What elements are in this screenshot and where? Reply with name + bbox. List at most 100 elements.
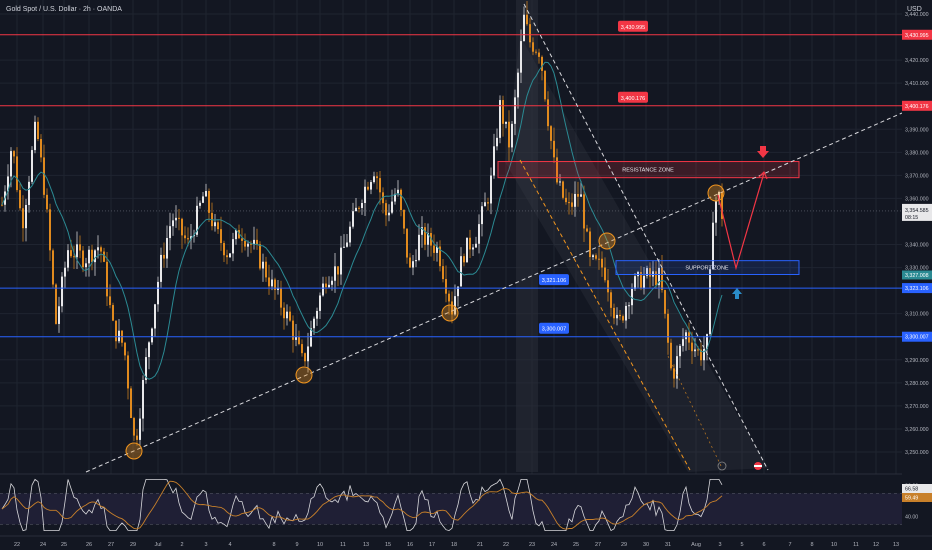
rsi-ma-line	[1, 480, 723, 530]
candle-51	[154, 303, 156, 337]
candle-body-71	[214, 222, 216, 227]
candle-125	[376, 171, 378, 190]
candle-19	[58, 296, 60, 333]
candle-body-173	[520, 41, 522, 73]
resistance-zone-label: RESISTANCE ZONE	[622, 168, 674, 174]
time-tick-2: 25	[61, 542, 67, 548]
time-tick-11: 9	[295, 542, 298, 548]
currency-label[interactable]: USD	[907, 6, 922, 13]
time-axis[interactable]: 22 24 25 26 27 29 Jul 2 3 4 8 9 10 11 13 15 16 17 18 21 22 23…	[0, 535, 932, 550]
candle-209	[628, 302, 630, 319]
current-price-axis-label: 3,354.585	[905, 208, 929, 214]
time-tick-22: 24	[551, 542, 557, 548]
candle-28	[85, 257, 87, 277]
candle-body-155	[466, 237, 468, 263]
candle-body-44	[133, 418, 135, 436]
candle-206	[619, 310, 621, 321]
price-projection	[717, 146, 769, 299]
candle-101	[304, 352, 306, 367]
candle-body-45	[136, 435, 138, 440]
resistance-1-axis-label: 3,430.995	[905, 33, 929, 39]
candle-97	[292, 315, 294, 353]
candle-124	[373, 171, 375, 184]
candle-body-91	[274, 279, 276, 291]
candle-103	[310, 320, 312, 348]
candle-body-237	[712, 222, 714, 270]
candle-148	[445, 265, 447, 303]
time-tick-30: 5	[740, 542, 743, 548]
candle-body-0	[1, 204, 3, 206]
candle-138	[415, 249, 417, 268]
candle-41	[124, 341, 126, 361]
candle-body-146	[439, 246, 441, 267]
candle-body-235	[706, 334, 708, 349]
candle-body-86	[259, 244, 261, 269]
candle-179	[538, 48, 540, 64]
candle-body-103	[310, 328, 312, 347]
candle-236	[709, 266, 711, 336]
candle-121	[364, 179, 366, 217]
candle-body-176	[529, 24, 531, 43]
candle-164	[493, 133, 495, 179]
trendlines	[85, 3, 903, 473]
candle-body-225	[676, 356, 678, 379]
price-axis[interactable]: 3,440.000 3,420.000 3,410.000 3,390.000 3,38…	[0, 0, 932, 536]
candle-88	[265, 256, 267, 282]
candle-body-109	[328, 284, 330, 288]
candle-85	[256, 228, 258, 250]
candle-body-81	[244, 240, 246, 247]
candle-205	[616, 307, 618, 326]
candle-152	[457, 286, 459, 307]
candle-body-154	[463, 256, 465, 263]
candle-body-192	[577, 193, 579, 197]
time-axis-bg	[0, 536, 932, 550]
candle-99	[298, 330, 300, 346]
candle-body-80	[241, 238, 243, 241]
candle-body-62	[187, 238, 189, 240]
candle-body-232	[697, 349, 699, 351]
candle-body-78	[235, 230, 237, 240]
candle-body-181	[544, 70, 546, 100]
candle-body-162	[487, 202, 489, 204]
candle-body-174	[523, 14, 525, 42]
candle-14	[43, 144, 45, 199]
swing-marker-4	[707, 184, 725, 202]
time-tick-18: 18	[451, 542, 457, 548]
time-tick-1: 24	[40, 542, 46, 548]
candle-body-15	[46, 194, 48, 210]
candle-203	[610, 289, 612, 317]
candle-7	[22, 195, 24, 242]
candle-153	[460, 247, 462, 287]
candle-body-54	[163, 254, 165, 259]
candle-27	[82, 246, 84, 273]
candle-body-123	[370, 182, 372, 190]
candle-body-9	[28, 181, 30, 205]
price-tick-0: 3,440.000	[905, 12, 929, 18]
flag-event-stripe	[754, 465, 762, 467]
candle-body-231	[694, 349, 696, 352]
candle-body-112	[337, 266, 339, 275]
candle-body-43	[130, 388, 132, 419]
resistance-2-label: 3,400.176	[621, 96, 645, 102]
candle-8	[25, 198, 27, 242]
candle-body-152	[457, 286, 459, 297]
candle-body-55	[166, 238, 168, 259]
candle-body-191	[574, 193, 576, 207]
candle-154	[463, 253, 465, 267]
candle-222	[667, 309, 669, 355]
candle-227	[682, 328, 684, 352]
candle-body-3	[10, 151, 12, 177]
candle-body-87	[262, 261, 264, 269]
candle-160	[481, 202, 483, 237]
support-1-label: 3,321.106	[542, 278, 566, 284]
candle-100	[301, 339, 303, 357]
candle-80	[241, 228, 243, 253]
candle-body-223	[670, 342, 672, 369]
candle-201	[604, 257, 606, 283]
candle-174	[523, 6, 525, 42]
candle-9	[28, 176, 30, 213]
candle-145	[436, 241, 438, 262]
candle-body-194	[583, 194, 585, 229]
candle-79	[238, 224, 240, 239]
